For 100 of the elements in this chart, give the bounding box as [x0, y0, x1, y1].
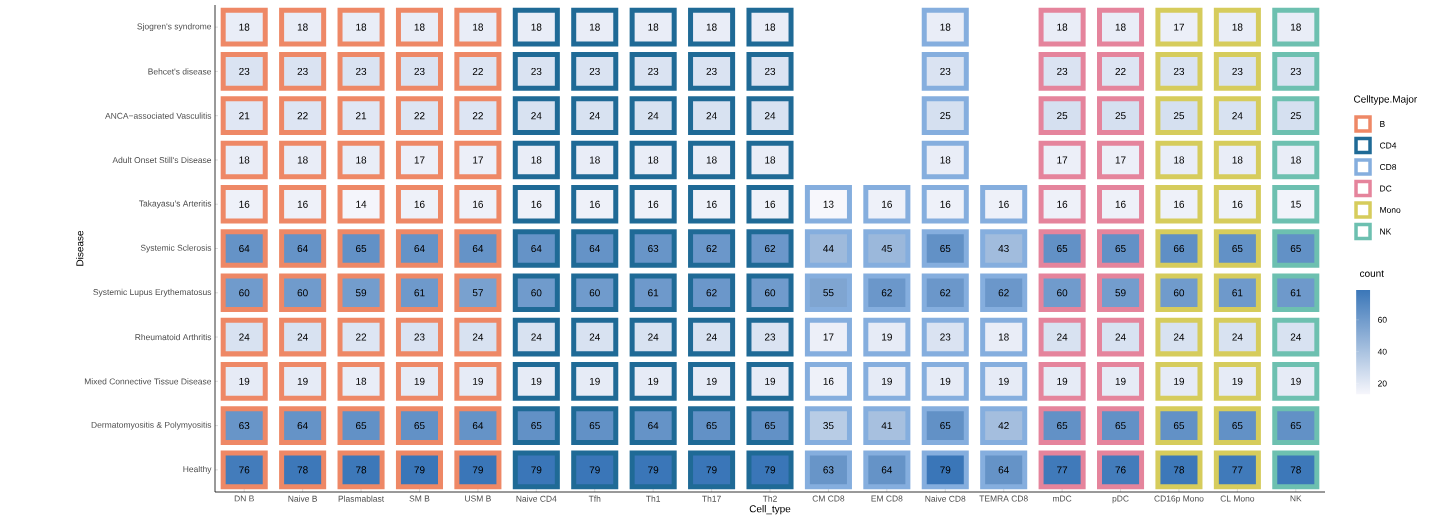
y-tick-label: Mixed Connective Tissue Disease [84, 378, 212, 385]
y-tick-label: Adult Onset Still's Disease [112, 156, 212, 164]
data-label: 64 [297, 244, 308, 253]
data-label: 18 [940, 23, 951, 31]
data-label: 17 [1057, 156, 1068, 164]
data-label: 23 [1173, 67, 1185, 75]
data-label: 65 [531, 422, 542, 430]
y-tick-label: Systemic Lupus Erythematosus [93, 288, 212, 297]
data-label: 18 [1232, 156, 1243, 164]
data-label: 17 [473, 156, 483, 164]
x-tick-label: TEMRA CD8 [979, 495, 1028, 502]
data-label: 25 [1115, 112, 1126, 120]
data-label: 25 [1173, 112, 1185, 120]
data-label: 17 [1115, 156, 1126, 164]
data-label: 23 [531, 67, 542, 75]
data-label: 17 [414, 156, 425, 164]
data-label: 45 [881, 245, 892, 252]
data-label: 16 [940, 200, 951, 208]
legend-label: CD4 [1379, 142, 1397, 149]
x-tick-label: Th17 [702, 495, 721, 502]
y-tick-label: Behcet's disease [148, 68, 212, 75]
data-label: 24 [239, 333, 250, 341]
data-label: 79 [648, 466, 659, 474]
x-tick-label: CM CD8 [812, 495, 845, 502]
x-tick-label: SM B [409, 495, 430, 502]
data-label: 23 [297, 67, 308, 75]
data-label: 16 [414, 200, 425, 208]
data-label: 62 [706, 244, 717, 253]
data-label: 18 [589, 156, 600, 164]
data-label: 18 [706, 23, 717, 31]
data-label: 55 [823, 289, 834, 297]
data-label: 62 [998, 289, 1009, 297]
data-label: 65 [589, 422, 600, 430]
x-tick-label: Th2 [762, 495, 777, 502]
data-label: 18 [1174, 156, 1185, 164]
data-label: 64 [414, 244, 425, 253]
data-label: 19 [473, 377, 483, 385]
data-label: 16 [589, 200, 600, 208]
data-label: 18 [1291, 156, 1301, 164]
legend-label: DC [1380, 185, 1392, 192]
color-bar-label: 40 [1377, 348, 1387, 355]
data-label: 65 [414, 422, 425, 430]
data-label: 18 [356, 377, 367, 385]
data-label: 62 [940, 289, 951, 297]
data-label: 18 [239, 156, 250, 164]
y-tick-label: ANCA−associated Vasculitis [105, 112, 212, 119]
data-label: 23 [648, 67, 659, 75]
y-tick-label: Healthy [183, 465, 212, 474]
data-label: 65 [1232, 422, 1243, 430]
data-label: 60 [297, 289, 308, 297]
legend-title: Celltype.Major [1354, 95, 1418, 105]
data-label: 23 [356, 67, 367, 75]
data-label: 65 [1232, 244, 1243, 253]
data-label: 65 [940, 244, 951, 253]
data-label: 24 [297, 333, 308, 341]
data-label: 44 [823, 245, 834, 252]
data-label: 24 [531, 112, 542, 120]
data-label: 16 [998, 200, 1009, 208]
data-label: 18 [706, 156, 717, 164]
x-tick-label: mDC [1053, 495, 1072, 502]
data-label: 16 [882, 200, 892, 208]
data-label: 18 [765, 23, 776, 31]
data-label: 65 [356, 422, 367, 430]
x-tick-label: Naive CD8 [925, 495, 966, 502]
data-label: 78 [1173, 466, 1185, 474]
data-label: 23 [764, 333, 776, 341]
data-label: 65 [1115, 422, 1126, 430]
data-label: 65 [706, 422, 717, 430]
data-label: 18 [297, 156, 308, 164]
legend-label: CD8 [1379, 164, 1397, 170]
x-tick-label: Naive CD4 [516, 495, 557, 502]
data-label: 64 [472, 244, 484, 253]
data-label: 24 [1115, 333, 1126, 341]
data-label: 63 [648, 244, 659, 253]
data-label: 24 [1232, 333, 1243, 341]
data-label: 78 [356, 466, 367, 474]
data-label: 13 [823, 200, 834, 208]
data-label: 79 [531, 466, 542, 474]
data-label: 65 [1290, 422, 1301, 430]
data-label: 17 [1174, 23, 1184, 31]
x-tick-label: Tfh [588, 495, 601, 502]
data-label: 19 [940, 377, 951, 385]
data-label: 24 [648, 112, 659, 120]
data-label: 76 [1115, 466, 1126, 474]
x-tick-label: Naive B [288, 495, 317, 502]
data-label: 76 [239, 466, 250, 474]
data-label: 79 [706, 466, 717, 474]
data-label: 18 [998, 333, 1009, 341]
data-label: 24 [531, 333, 542, 341]
data-label: 61 [1290, 289, 1301, 297]
data-label: 60 [589, 289, 600, 297]
data-label: 59 [1115, 289, 1126, 297]
data-label: 17 [823, 333, 834, 341]
data-label: 64 [648, 422, 659, 430]
data-label: 79 [414, 466, 425, 474]
data-label: 62 [764, 244, 776, 253]
data-label: 18 [239, 23, 250, 31]
data-label: 24 [589, 333, 600, 341]
data-label: 79 [472, 466, 483, 474]
data-label: 16 [1057, 200, 1068, 208]
